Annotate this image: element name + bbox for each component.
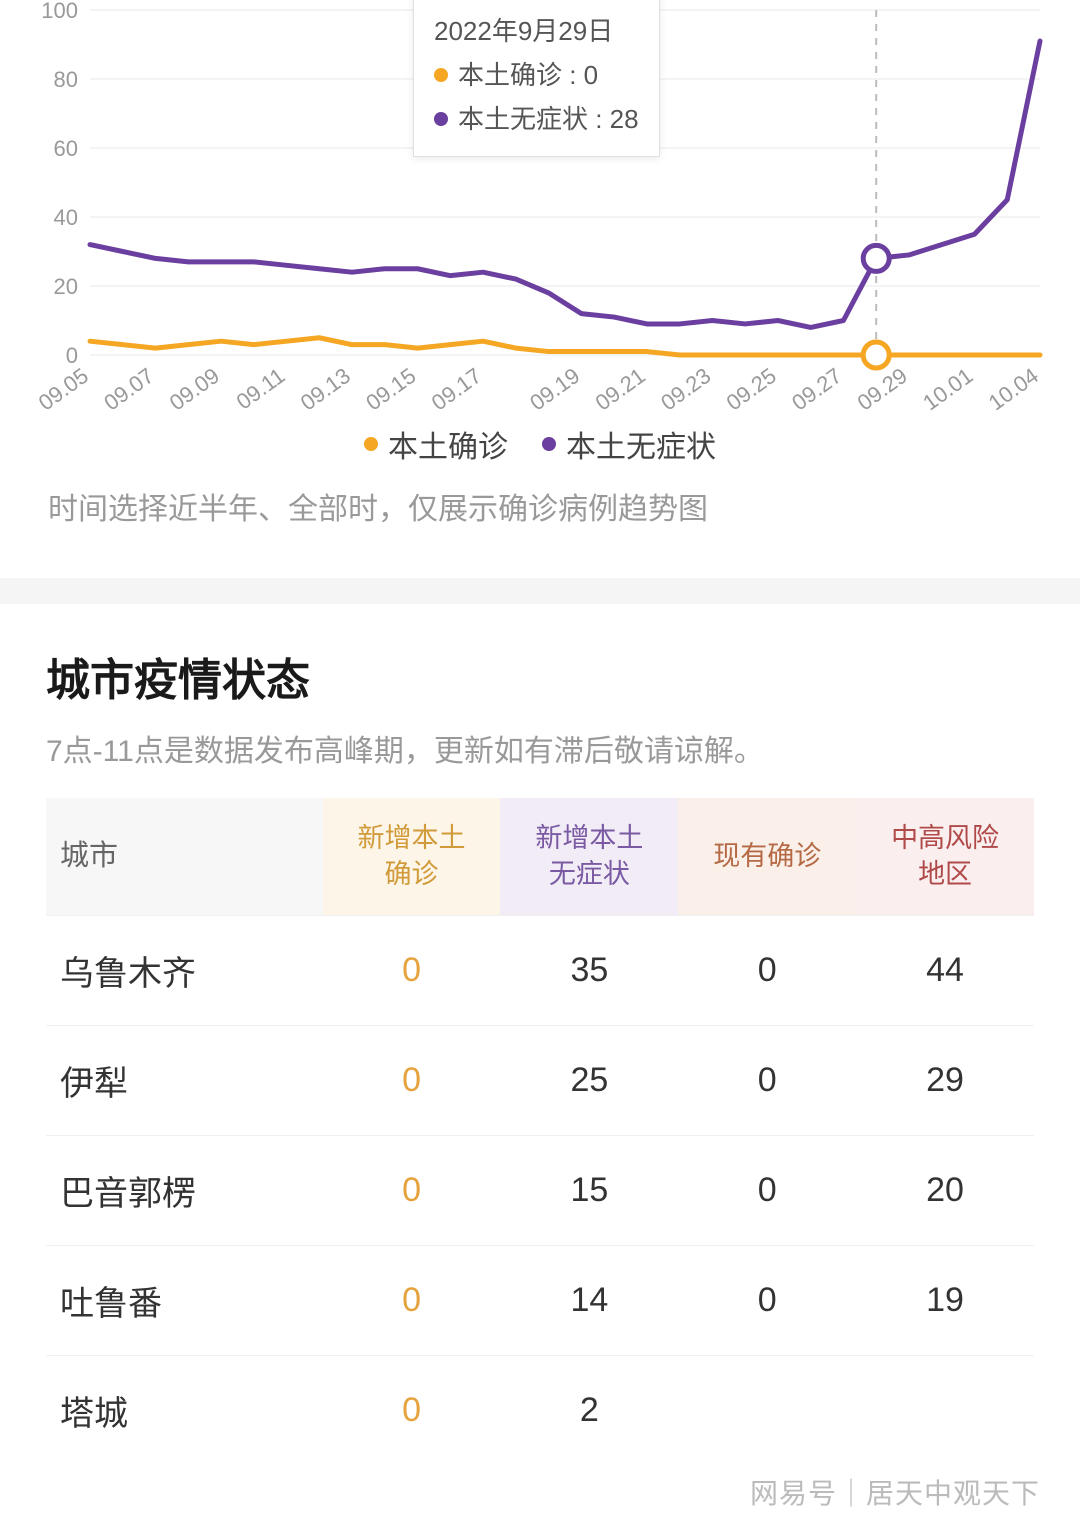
tooltip-label: 本土确诊 : 0	[458, 53, 598, 97]
cell-city: 乌鲁木齐	[46, 915, 323, 1025]
svg-text:09.29: 09.29	[853, 363, 912, 410]
legend-item[interactable]: 本土确诊	[364, 422, 508, 466]
cell-new_c: 0	[323, 1245, 501, 1355]
table-row[interactable]: 塔城02	[46, 1355, 1034, 1465]
cell-risk: 20	[856, 1135, 1034, 1245]
table-header-row: 城市新增本土 确诊新增本土 无症状现有确诊中高风险 地区	[46, 798, 1034, 915]
legend-dot-icon	[542, 437, 556, 451]
cell-city: 巴音郭楞	[46, 1135, 323, 1245]
svg-text:09.17: 09.17	[427, 363, 486, 410]
legend-label: 本土无症状	[566, 422, 716, 466]
table-row[interactable]: 乌鲁木齐035044	[46, 915, 1034, 1025]
svg-text:09.11: 09.11	[232, 363, 290, 410]
section-divider	[0, 578, 1080, 604]
tooltip-row: 本土确诊 : 0	[434, 53, 639, 97]
cell-exist: 0	[678, 1245, 856, 1355]
table-header-new_c[interactable]: 新增本土 确诊	[323, 798, 501, 915]
table-header-exist[interactable]: 现有确诊	[678, 798, 856, 915]
chart-container: 02040608010009.0509.0709.0909.1109.1309.…	[30, 0, 1050, 410]
table-title: 城市疫情状态	[46, 644, 1034, 708]
cell-new_a: 2	[500, 1355, 678, 1465]
table-header-risk[interactable]: 中高风险 地区	[856, 798, 1034, 915]
svg-text:40: 40	[54, 205, 78, 230]
cell-risk: 19	[856, 1245, 1034, 1355]
svg-text:10.01: 10.01	[918, 363, 977, 410]
svg-text:60: 60	[54, 136, 78, 161]
svg-text:09.25: 09.25	[722, 363, 781, 410]
cell-new_a: 14	[500, 1245, 678, 1355]
cell-risk	[856, 1355, 1034, 1465]
svg-text:10.04: 10.04	[984, 363, 1043, 410]
cell-city: 伊犁	[46, 1025, 323, 1135]
legend-label: 本土确诊	[388, 422, 508, 466]
tooltip-dot-icon	[434, 68, 448, 82]
cell-exist: 0	[678, 1135, 856, 1245]
svg-text:100: 100	[41, 0, 78, 23]
legend-item[interactable]: 本土无症状	[542, 422, 716, 466]
chart-section: 02040608010009.0509.0709.0909.1109.1309.…	[0, 0, 1080, 578]
svg-text:09.05: 09.05	[34, 363, 93, 410]
svg-text:80: 80	[54, 67, 78, 92]
watermark: 网易号｜居天中观天下	[750, 1472, 1040, 1512]
tooltip-title: 2022年9月29日	[434, 9, 639, 53]
svg-text:09.23: 09.23	[656, 363, 715, 410]
cell-new_c: 0	[323, 915, 501, 1025]
table-row[interactable]: 巴音郭楞015020	[46, 1135, 1034, 1245]
cell-city: 塔城	[46, 1355, 323, 1465]
svg-text:20: 20	[54, 274, 78, 299]
city-data-table: 城市新增本土 确诊新增本土 无症状现有确诊中高风险 地区乌鲁木齐035044伊犁…	[46, 798, 1034, 1465]
svg-text:09.07: 09.07	[99, 363, 158, 410]
cell-exist	[678, 1355, 856, 1465]
chart-note: 时间选择近半年、全部时，仅展示确诊病例趋势图	[30, 484, 1050, 558]
chart-tooltip: 2022年9月29日 本土确诊 : 0本土无症状 : 28	[413, 0, 660, 157]
tooltip-label: 本土无症状 : 28	[458, 97, 639, 141]
table-header-city[interactable]: 城市	[46, 798, 323, 915]
table-row[interactable]: 伊犁025029	[46, 1025, 1034, 1135]
cell-exist: 0	[678, 1025, 856, 1135]
svg-text:09.15: 09.15	[361, 363, 420, 410]
cell-new_a: 25	[500, 1025, 678, 1135]
cell-new_c: 0	[323, 1135, 501, 1245]
table-note: 7点-11点是数据发布高峰期，更新如有滞后敬请谅解。	[46, 726, 1034, 770]
svg-text:09.27: 09.27	[787, 363, 846, 410]
cell-new_c: 0	[323, 1025, 501, 1135]
legend-dot-icon	[364, 437, 378, 451]
table-section: 城市疫情状态 7点-11点是数据发布高峰期，更新如有滞后敬请谅解。 城市新增本土…	[0, 604, 1080, 1465]
cell-new_c: 0	[323, 1355, 501, 1465]
tooltip-dot-icon	[434, 112, 448, 126]
svg-text:09.21: 09.21	[591, 363, 650, 410]
tooltip-row: 本土无症状 : 28	[434, 97, 639, 141]
cell-exist: 0	[678, 915, 856, 1025]
svg-text:09.09: 09.09	[165, 363, 224, 410]
svg-text:09.13: 09.13	[296, 363, 355, 410]
table-header-new_a[interactable]: 新增本土 无症状	[500, 798, 678, 915]
cell-new_a: 35	[500, 915, 678, 1025]
chart-legend: 本土确诊 本土无症状	[30, 410, 1050, 484]
table-row[interactable]: 吐鲁番014019	[46, 1245, 1034, 1355]
cell-risk: 44	[856, 915, 1034, 1025]
cell-new_a: 15	[500, 1135, 678, 1245]
cell-city: 吐鲁番	[46, 1245, 323, 1355]
svg-text:09.19: 09.19	[525, 363, 584, 410]
cell-risk: 29	[856, 1025, 1034, 1135]
